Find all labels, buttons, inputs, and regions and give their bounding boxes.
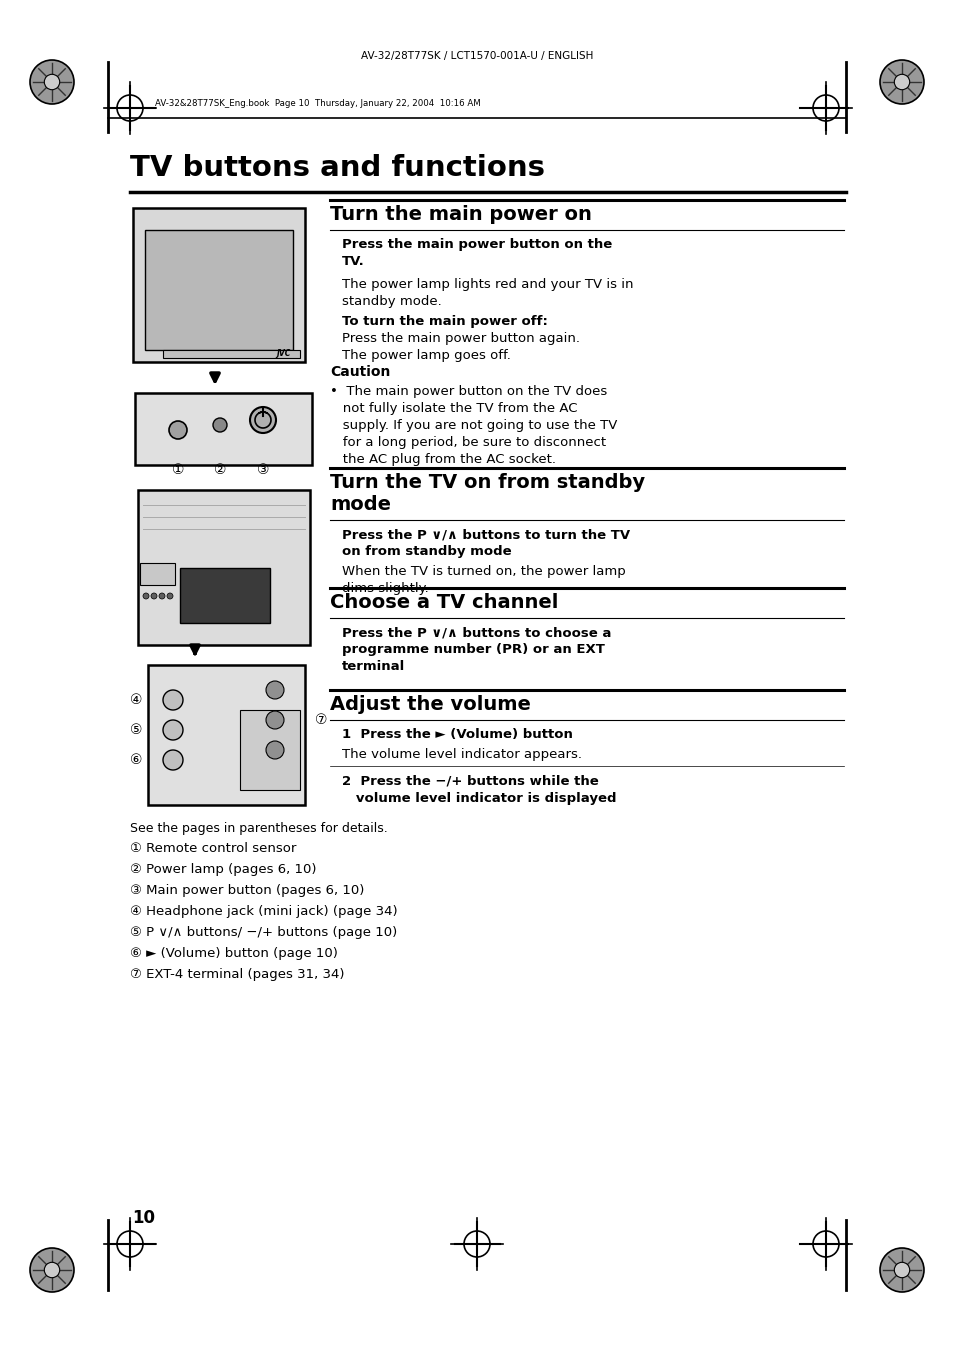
Bar: [148, 665, 305, 805]
Text: Choose a TV channel: Choose a TV channel: [330, 593, 558, 612]
Text: ③ Main power button (pages 6, 10): ③ Main power button (pages 6, 10): [130, 884, 364, 897]
Circle shape: [266, 681, 284, 698]
Text: To turn the main power off:: To turn the main power off:: [341, 315, 547, 328]
Text: ⑤: ⑤: [131, 723, 143, 738]
Text: ① Remote control sensor: ① Remote control sensor: [130, 842, 296, 855]
Circle shape: [250, 407, 275, 434]
Circle shape: [44, 74, 60, 89]
Circle shape: [151, 593, 157, 598]
Text: JVC: JVC: [275, 350, 290, 358]
Text: ⑦ EXT-4 terminal (pages 31, 34): ⑦ EXT-4 terminal (pages 31, 34): [130, 969, 344, 981]
Text: Turn the TV on from standby: Turn the TV on from standby: [330, 473, 644, 492]
Text: Press the main power button on the
TV.: Press the main power button on the TV.: [341, 238, 612, 267]
Text: AV-32/28T77SK / LCT1570-001A-U / ENGLISH: AV-32/28T77SK / LCT1570-001A-U / ENGLISH: [360, 51, 593, 61]
Text: AV-32&28T77SK_Eng.book  Page 10  Thursday, January 22, 2004  10:16 AM: AV-32&28T77SK_Eng.book Page 10 Thursday,…: [154, 99, 480, 108]
Text: ③: ③: [256, 463, 269, 477]
Text: When the TV is turned on, the power lamp
dims slightly.: When the TV is turned on, the power lamp…: [341, 565, 625, 594]
Text: 2  Press the −/+ buttons while the
   volume level indicator is displayed: 2 Press the −/+ buttons while the volume…: [341, 775, 616, 805]
Bar: [145, 230, 293, 350]
Bar: [138, 490, 310, 644]
Circle shape: [879, 1248, 923, 1292]
Circle shape: [163, 750, 183, 770]
Circle shape: [163, 690, 183, 711]
Text: ⑤ P ∨/∧ buttons/ −/+ buttons (page 10): ⑤ P ∨/∧ buttons/ −/+ buttons (page 10): [130, 925, 396, 939]
Text: ② Power lamp (pages 6, 10): ② Power lamp (pages 6, 10): [130, 863, 316, 875]
Circle shape: [167, 593, 172, 598]
Circle shape: [266, 711, 284, 730]
Text: See the pages in parentheses for details.: See the pages in parentheses for details…: [130, 821, 387, 835]
Text: The volume level indicator appears.: The volume level indicator appears.: [341, 748, 581, 761]
Circle shape: [879, 59, 923, 104]
Text: The power lamp lights red and your TV is in
standby mode.: The power lamp lights red and your TV is…: [341, 278, 633, 308]
Circle shape: [213, 417, 227, 432]
Bar: [240, 711, 299, 790]
Text: Adjust the volume: Adjust the volume: [330, 694, 530, 713]
Text: Caution: Caution: [330, 365, 390, 380]
Bar: [135, 393, 312, 465]
Circle shape: [159, 593, 165, 598]
Text: Press the P ∨/∧ buttons to turn the TV
on from standby mode: Press the P ∨/∧ buttons to turn the TV o…: [341, 528, 630, 558]
Text: 10: 10: [132, 1209, 154, 1227]
Text: Press the main power button again.
The power lamp goes off.: Press the main power button again. The p…: [341, 332, 579, 362]
Text: ⑥ ► (Volume) button (page 10): ⑥ ► (Volume) button (page 10): [130, 947, 337, 961]
Text: ④ Headphone jack (mini jack) (page 34): ④ Headphone jack (mini jack) (page 34): [130, 905, 397, 917]
Text: mode: mode: [330, 494, 391, 513]
Text: TV buttons and functions: TV buttons and functions: [130, 154, 544, 182]
Text: •  The main power button on the TV does
   not fully isolate the TV from the AC
: • The main power button on the TV does n…: [330, 385, 617, 466]
Text: ②: ②: [213, 463, 226, 477]
Text: 1  Press the ► (Volume) button: 1 Press the ► (Volume) button: [341, 728, 572, 740]
Bar: [180, 567, 270, 623]
Circle shape: [30, 1248, 74, 1292]
Circle shape: [163, 720, 183, 740]
Bar: [163, 350, 299, 358]
Circle shape: [169, 422, 187, 439]
Circle shape: [143, 593, 149, 598]
Circle shape: [30, 59, 74, 104]
Text: ⑥: ⑥: [131, 753, 143, 767]
Text: Turn the main power on: Turn the main power on: [330, 205, 591, 224]
Text: ⑦: ⑦: [314, 713, 327, 727]
Circle shape: [44, 1262, 60, 1278]
Circle shape: [893, 74, 909, 89]
Text: ①: ①: [172, 463, 184, 477]
Circle shape: [893, 1262, 909, 1278]
Circle shape: [266, 740, 284, 759]
Text: ④: ④: [131, 693, 143, 707]
Text: Press the P ∨/∧ buttons to choose a
programme number (PR) or an EXT
terminal: Press the P ∨/∧ buttons to choose a prog…: [341, 626, 611, 673]
Bar: [140, 563, 174, 585]
Bar: [132, 208, 305, 362]
